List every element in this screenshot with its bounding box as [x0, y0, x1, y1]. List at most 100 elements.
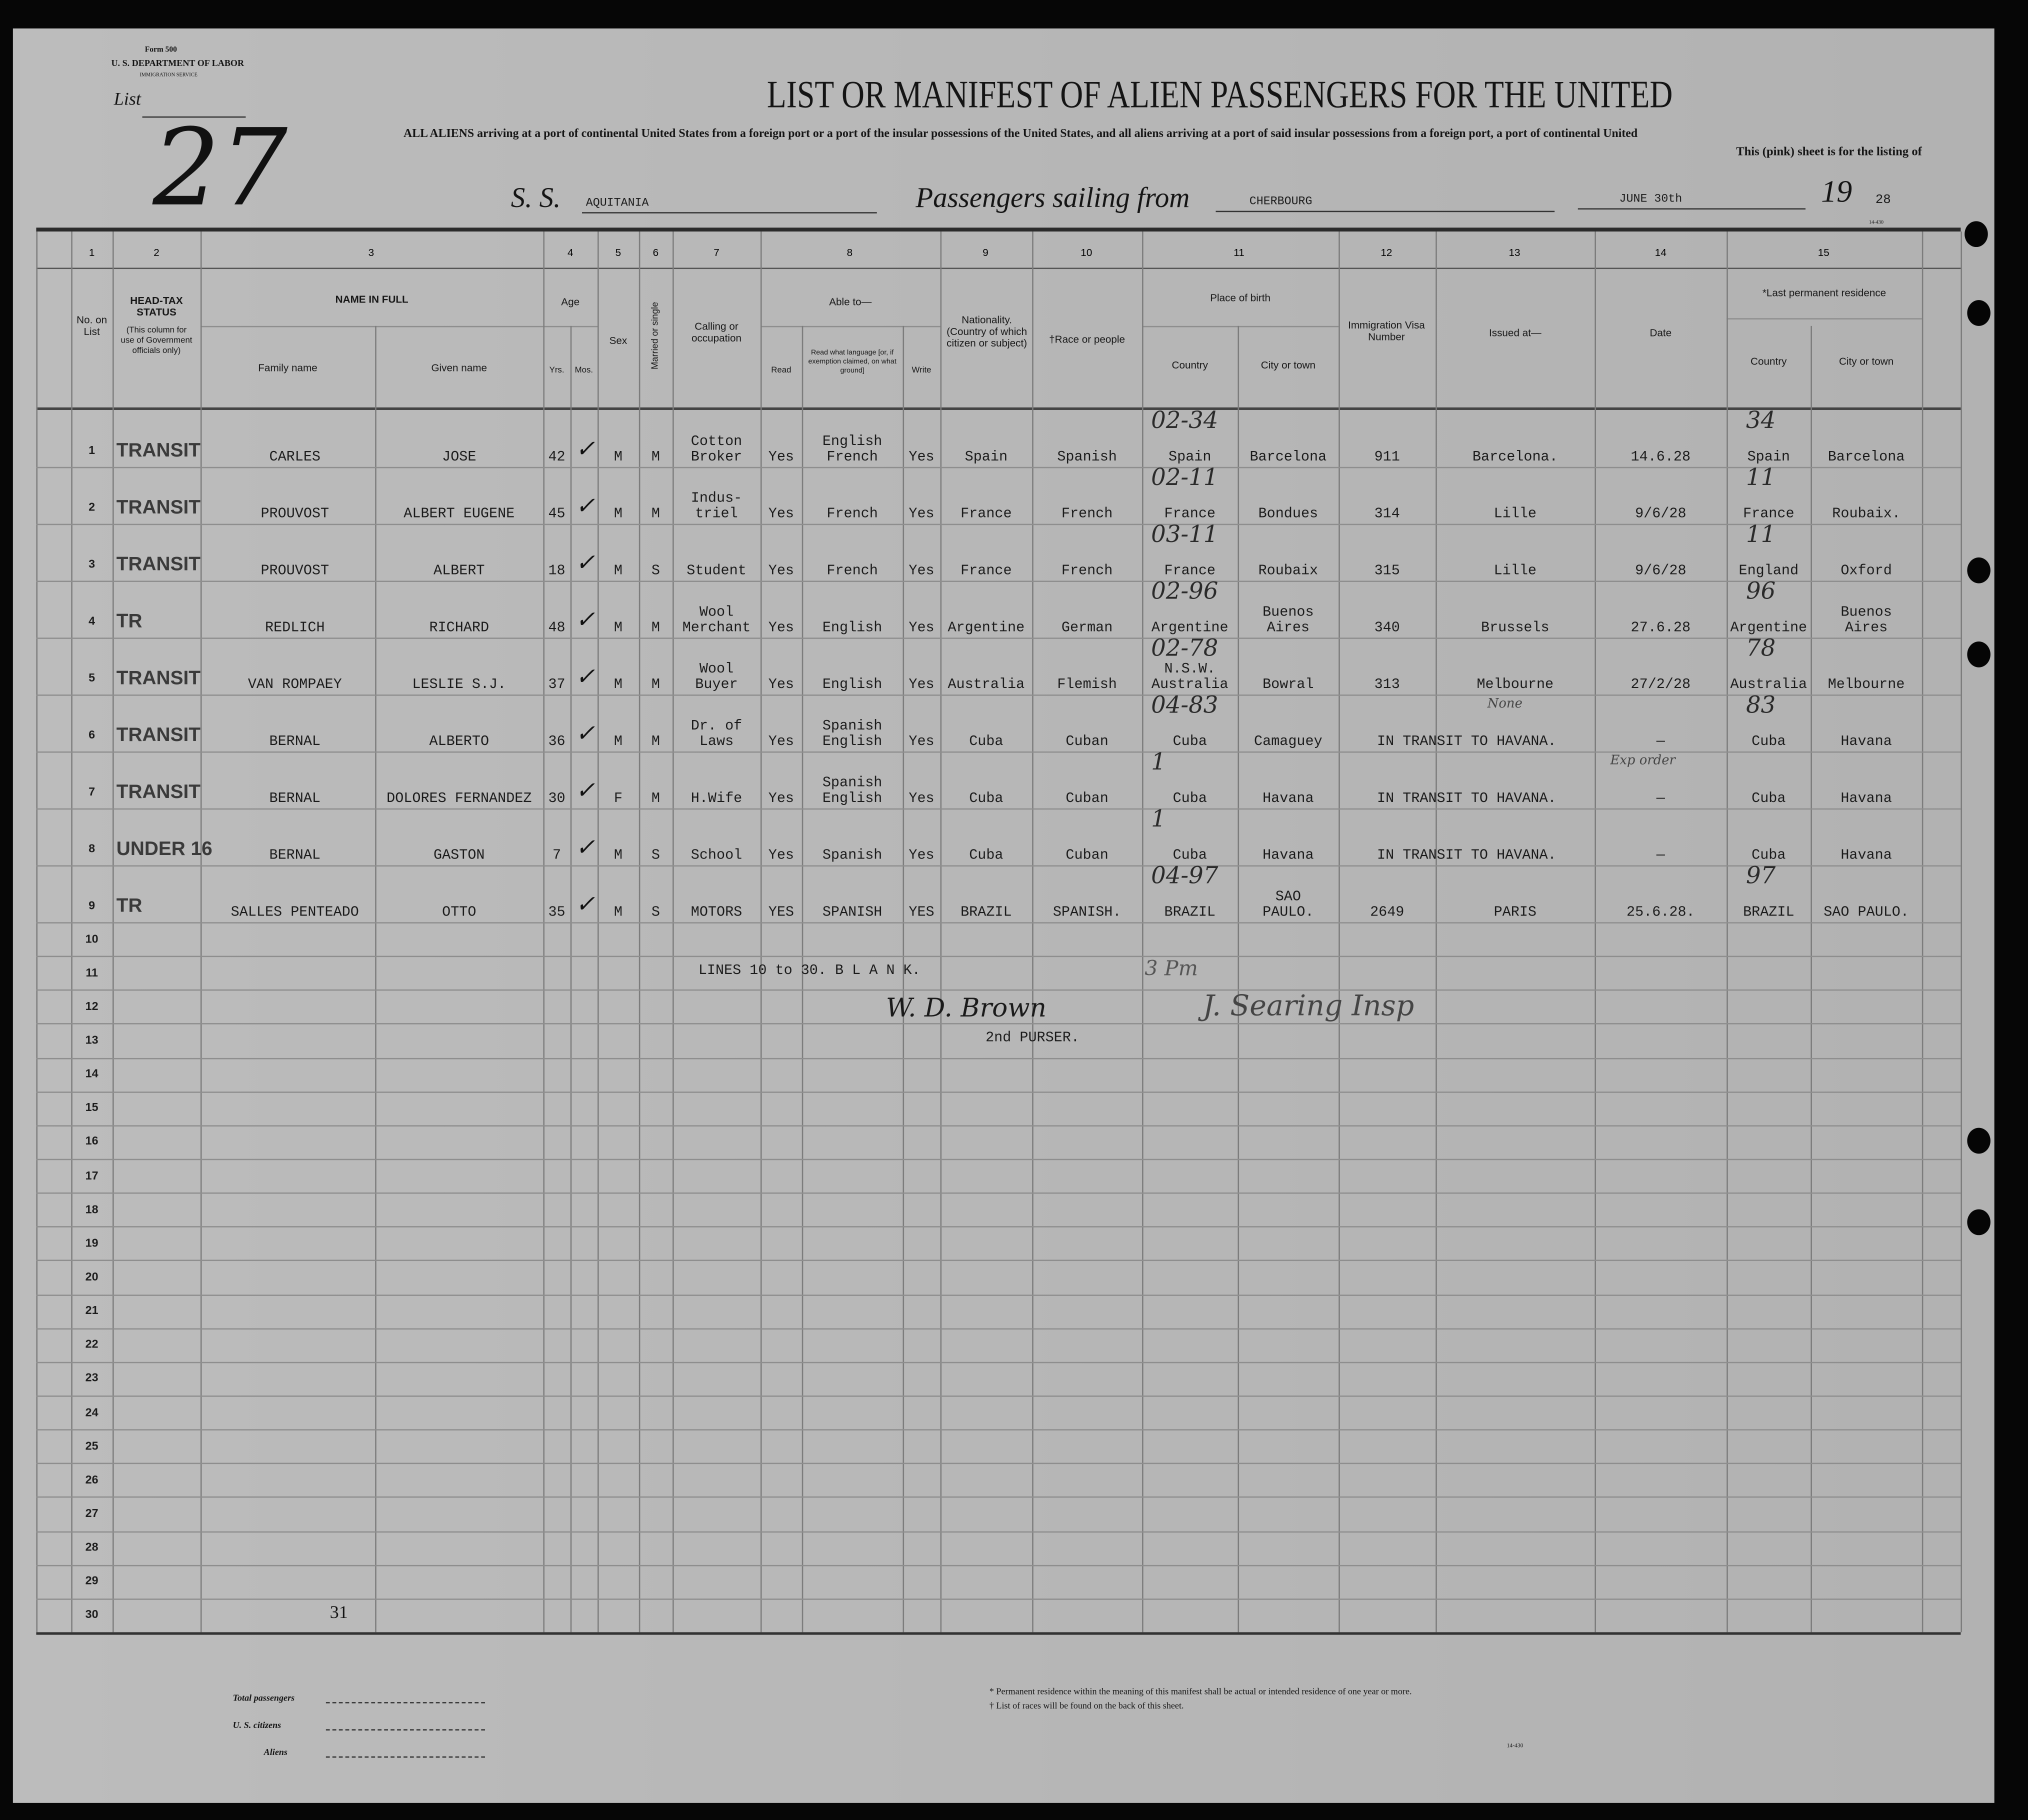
residence-country: Australia	[1730, 678, 1808, 694]
punch-hole	[1964, 221, 1988, 248]
us-citizens-label: U. S. citizens	[232, 1720, 282, 1731]
none-note: None	[1487, 697, 1522, 712]
header-race: †Race or people	[1049, 334, 1126, 346]
birth-city: SAO PAULO.	[1262, 890, 1314, 921]
head-tax-stamp: TR	[116, 610, 142, 632]
total-passengers-line	[326, 1702, 486, 1704]
marital-status: M	[651, 620, 660, 636]
row-rule	[36, 990, 1961, 992]
check-mark-icon: ✓	[576, 606, 596, 634]
row-rule	[36, 1598, 1961, 1600]
given-name: RICHARD	[429, 620, 490, 636]
residence-subrule	[1726, 318, 1922, 320]
row-number: 26	[85, 1472, 98, 1486]
subtitle: ALL ALIENS arriving at a port of contine…	[404, 128, 1638, 141]
column-rule	[1960, 232, 1962, 1632]
age-years: 18	[548, 564, 566, 580]
birth-city: Havana	[1262, 848, 1314, 864]
transit-note: IN TRANSIT TO HAVANA.	[1377, 734, 1556, 750]
row-number: 11	[86, 966, 98, 979]
header-head-tax: HEAD-TAX STATUS	[130, 294, 183, 318]
birth-country: BRAZIL	[1164, 905, 1216, 921]
handwritten-residence-code: 83	[1746, 692, 1776, 720]
column-rule	[1594, 232, 1596, 1632]
header-yrs: Yrs.	[549, 366, 564, 376]
sex: M	[614, 848, 622, 864]
row-number: 8	[88, 842, 96, 855]
age-years: 7	[552, 848, 562, 864]
header-head-tax-note: (This column for use of Government offic…	[120, 326, 192, 356]
column-rule	[638, 232, 640, 1632]
column-rule	[1810, 326, 1812, 1632]
header-married: Married or single	[651, 302, 660, 370]
row-number: 28	[85, 1540, 98, 1554]
marital-status: M	[651, 792, 660, 808]
sex: M	[614, 734, 622, 750]
race: Cuban	[1066, 848, 1108, 864]
can-read: Yes	[768, 620, 794, 636]
given-name: JOSE	[442, 450, 476, 466]
visa-number: 2649	[1370, 905, 1404, 921]
sailing-label: Passengers sailing from	[916, 181, 1190, 214]
occupation: Wool Buyer	[695, 662, 738, 694]
row-number: 12	[85, 1000, 98, 1012]
occupation: Dr. of Laws	[690, 719, 742, 750]
birth-subrule	[1142, 326, 1339, 328]
header-res-city: City or town	[1838, 356, 1894, 368]
ship-name: AQUITANIA	[586, 196, 649, 210]
handwritten-birth-code: 02-34	[1151, 407, 1218, 435]
header-mos: Mos.	[574, 366, 594, 376]
row-rule	[36, 1260, 1961, 1262]
column-rule	[112, 232, 114, 1632]
visa-issued-at: Lille	[1494, 564, 1536, 580]
page-title: LIST OR MANIFEST OF ALIEN PASSENGERS FOR…	[766, 74, 1673, 116]
family-name: REDLICH	[264, 620, 325, 636]
row-rule	[36, 1057, 1961, 1059]
row-number: 30	[85, 1608, 98, 1622]
row-number: 6	[88, 728, 96, 742]
check-mark-icon: ✓	[576, 550, 596, 577]
race: German	[1061, 620, 1113, 636]
handwritten-birth-code: 1	[1151, 748, 1166, 776]
row-rule	[36, 524, 1961, 526]
given-name: DOLORES FERNANDEZ	[386, 792, 532, 808]
check-mark-icon: ✓	[576, 720, 596, 748]
column-rule	[1436, 232, 1437, 1632]
check-mark-icon: ✓	[576, 436, 596, 464]
header-read: Read	[771, 366, 792, 376]
punch-hole	[1967, 300, 1990, 326]
service: IMMIGRATION SERVICE	[140, 71, 198, 78]
row-rule	[36, 1429, 1961, 1431]
age-years: 48	[548, 620, 566, 636]
column-number: 6	[652, 247, 659, 259]
list-number: 27	[152, 107, 288, 230]
birth-country: Cuba	[1172, 792, 1207, 808]
head-tax-stamp: UNDER 16	[116, 838, 212, 860]
visa-number: 911	[1374, 450, 1400, 466]
column-number: 4	[567, 247, 574, 259]
header-nationality: Nationality. (Country of which citizen o…	[946, 314, 1028, 350]
check-mark-icon: ✓	[576, 891, 596, 918]
race: Flemish	[1057, 678, 1117, 694]
column-number: 5	[615, 247, 622, 259]
birth-country: Cuba	[1172, 848, 1207, 864]
can-read: Yes	[768, 848, 794, 864]
age-years: 42	[548, 450, 566, 466]
row-rule	[36, 1396, 1961, 1397]
visa-date: —	[1656, 792, 1665, 808]
can-write: Yes	[908, 734, 934, 750]
can-read: Yes	[768, 792, 794, 808]
handwritten-residence-code: 11	[1746, 464, 1776, 492]
birth-country: Cuba	[1172, 734, 1207, 750]
race: French	[1061, 506, 1113, 523]
column-number: 1	[88, 247, 95, 259]
family-name: BERNAL	[269, 848, 320, 864]
total-passengers-label: Total passengers	[232, 1692, 295, 1704]
column-number: 9	[982, 247, 988, 259]
column-rule	[598, 232, 599, 1632]
birth-country: Argentine	[1151, 620, 1228, 636]
row-rule	[36, 1530, 1961, 1532]
read-language: SPANISH	[822, 905, 882, 921]
column-number: 3	[368, 247, 374, 259]
birth-city: Bondues	[1258, 506, 1318, 523]
